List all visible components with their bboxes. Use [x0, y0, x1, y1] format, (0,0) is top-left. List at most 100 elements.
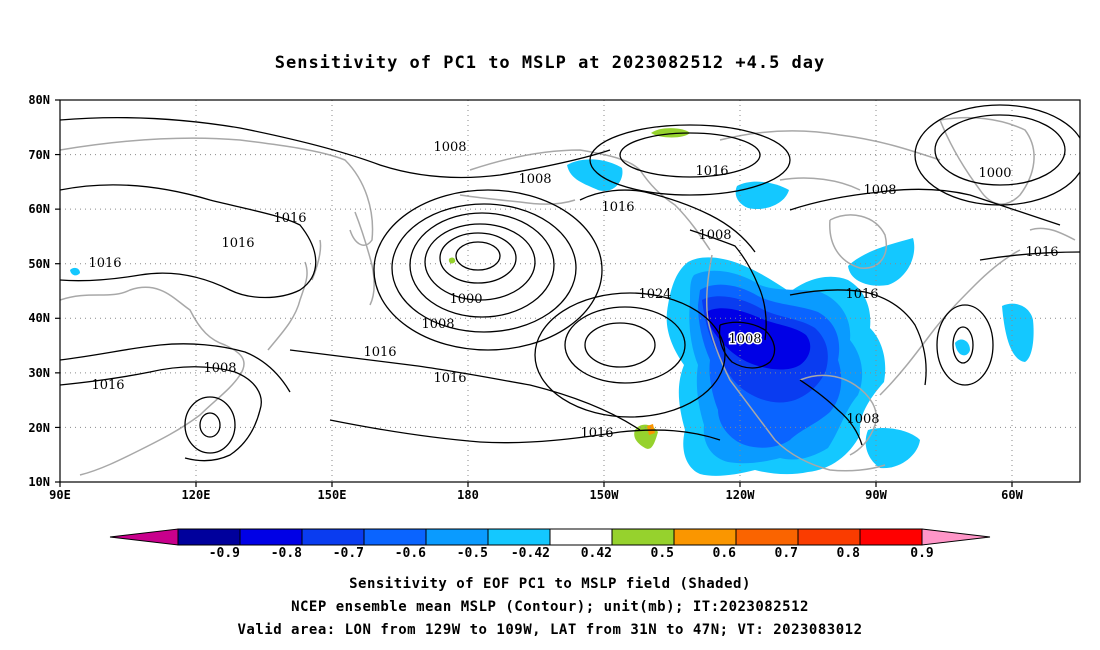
contour-label: 1016	[433, 371, 466, 386]
contour-1008-south-west	[60, 366, 262, 462]
low-contour-4	[409, 212, 555, 318]
colorbar-label: 0.6	[713, 546, 737, 561]
colorbar: -0.9 -0.8 -0.7 -0.6 -0.5 -0.42 0.42 0.5 0.6 0.7 0.…	[109, 528, 991, 561]
map-frame	[59, 99, 1081, 483]
colorbar-segment	[487, 528, 551, 546]
colorbar-overflow-triangle	[921, 528, 991, 546]
contour-1008-us-low	[718, 321, 776, 369]
high-contour-1	[584, 322, 656, 368]
coastline-gulf-mexico	[799, 374, 877, 456]
lon-label: 120W	[726, 488, 756, 502]
coastline-japan	[267, 239, 322, 351]
coastline-alaska	[469, 149, 711, 251]
contour-label: 1000	[978, 166, 1011, 181]
caption-line-2: NCEP ensemble mean MSLP (Contour); unit(…	[291, 599, 809, 615]
colorbar-segment	[735, 528, 799, 546]
contour-1008-canada	[789, 188, 1061, 226]
colorbar-segment	[797, 528, 861, 546]
contour-label: 1016	[363, 345, 396, 360]
contour-1016-central	[289, 349, 641, 431]
atlantic-contour-2	[936, 304, 994, 386]
north-low-contour-1	[619, 132, 761, 178]
lon-label: 180	[457, 488, 479, 502]
coastline-china	[60, 286, 245, 476]
colorbar-label: 0.5	[651, 546, 674, 561]
colorbar-segment	[363, 528, 427, 546]
contour-label: 1008	[203, 361, 236, 376]
sensitivity-patch-atlantic-b	[955, 339, 970, 356]
low-contour-6	[373, 189, 603, 351]
contour-label: 1016	[580, 426, 613, 441]
contour-label: 1024	[638, 287, 671, 302]
colorbar-label: -0.8	[271, 546, 302, 561]
latitude-labels: 80N 70N 60N 50N 40N 30N 20N 10N	[28, 93, 50, 489]
contour-label: 1016	[601, 200, 634, 215]
lat-label: 30N	[28, 366, 50, 380]
colorbar-label: 0.7	[775, 546, 798, 561]
colorbar-label: -0.7	[333, 546, 364, 561]
contour-label: 1008	[433, 140, 466, 155]
contour-label: 1016	[1025, 245, 1058, 260]
contour-1016-west	[60, 184, 317, 299]
contour-label: 1016	[88, 256, 121, 271]
contour-label: 1008	[728, 332, 761, 347]
north-low-contour-2	[589, 124, 791, 196]
colorbar-segment	[239, 528, 303, 546]
coastlines	[60, 116, 1076, 476]
east-low-contour	[934, 114, 1066, 186]
lat-label: 80N	[28, 93, 50, 107]
colorbar-underflow-triangle	[109, 528, 179, 546]
longitude-labels: 90E 120E 150E 180 150W 120W 90W 60W	[49, 488, 1023, 502]
lat-label: 40N	[28, 311, 50, 325]
map-title: Sensitivity of PC1 to MSLP at 2023082512…	[275, 53, 826, 73]
lat-label: 20N	[28, 421, 50, 435]
low-contour-5	[391, 203, 577, 333]
sensitivity-patch-main-peak	[706, 308, 811, 370]
contour-1016-south-west	[60, 343, 291, 393]
coastline-aleutians	[459, 194, 576, 205]
contour-label: 1016	[695, 164, 728, 179]
contour-label: 1008	[698, 228, 731, 243]
colorbar-label: 0.8	[837, 546, 861, 561]
coastline-arctic-islands	[719, 130, 941, 191]
colorbar-segment	[549, 528, 613, 546]
contour-label: 1000	[449, 292, 482, 307]
contour-label: 1008	[846, 412, 879, 427]
contour-labels: 1008 1008 1016 1008 1000 1016 1016 1016 …	[88, 140, 1058, 441]
mslp-contours	[60, 104, 1080, 462]
sensitivity-shading	[70, 128, 1034, 476]
contour-label: 1008	[421, 317, 454, 332]
lon-label: 150E	[318, 488, 347, 502]
colorbar-segment	[425, 528, 489, 546]
lat-label: 10N	[28, 475, 50, 489]
lon-label: 90W	[865, 488, 887, 502]
low-contour-1	[455, 241, 501, 271]
lon-label: 90E	[49, 488, 71, 502]
colorbar-label: -0.9	[209, 546, 240, 561]
coastline-greenland	[939, 116, 1035, 205]
west-pacific-contour-2	[184, 396, 236, 454]
sensitivity-patch-atlantic-a	[1002, 303, 1034, 362]
colorbar-label: 0.9	[910, 546, 933, 561]
axis-ticks	[55, 99, 1013, 487]
coastline-north-america-west	[706, 254, 886, 472]
atlantic-contour	[952, 326, 974, 364]
contour-1016-aleutian	[579, 189, 756, 253]
colorbar-label: -0.6	[395, 546, 426, 561]
caption-line-3: Valid area: LON from 129W to 109W, LAT f…	[237, 622, 862, 638]
colorbar-label: 0.42	[581, 546, 612, 561]
sensitivity-patch-caribbean	[865, 428, 920, 469]
lat-label: 70N	[28, 148, 50, 162]
contour-1016-atlantic	[979, 251, 1080, 261]
contour-label: 1008	[863, 183, 896, 198]
colorbar-label: -0.5	[457, 546, 488, 561]
colorbar-segment	[177, 528, 241, 546]
lon-label: 120E	[182, 488, 211, 502]
graticule	[60, 100, 1080, 482]
coastline-hudson-bay	[829, 214, 887, 269]
sensitivity-patch-pacific-west	[70, 267, 80, 276]
west-pacific-contour	[199, 412, 221, 438]
high-contour-3	[534, 292, 726, 418]
contour-1016-subtropical	[329, 419, 721, 444]
